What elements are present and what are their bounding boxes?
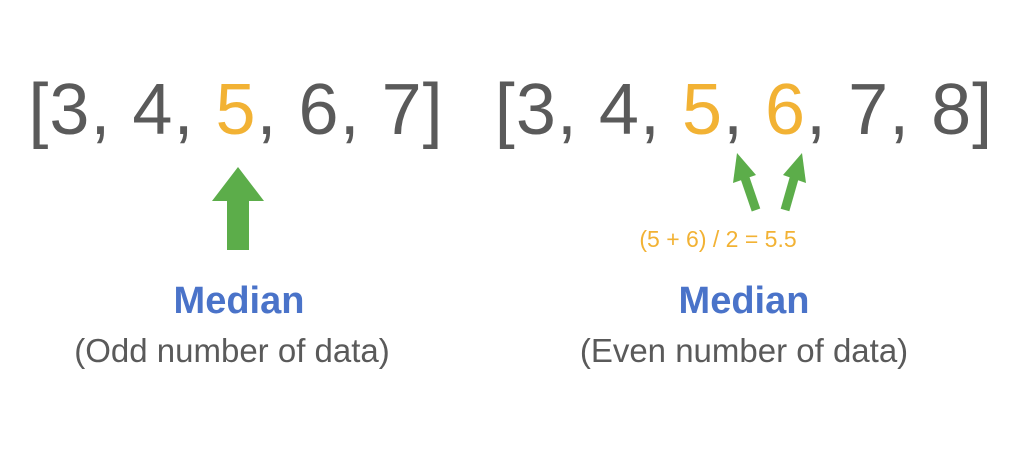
array-separator: ,	[639, 70, 682, 150]
array-separator: ,	[173, 70, 216, 150]
odd-example-panel: [3, 4, 5, 6, 7] Median (Odd number of da…	[0, 0, 480, 457]
even-arrow-layer	[733, 153, 806, 212]
array-value: 6	[298, 70, 340, 150]
odd-sublabel: (Odd number of data)	[74, 332, 390, 369]
array-separator: ,	[556, 70, 599, 150]
even-array-items: 3, 4, 5, 6, 7, 8	[516, 70, 972, 150]
left-median-arrow-icon	[733, 153, 761, 212]
array-value: 3	[49, 70, 91, 150]
median-label: Median	[173, 280, 305, 322]
array-value: 7	[381, 70, 423, 150]
even-array: [3, 4, 5, 6, 7, 8]	[472, 62, 1016, 158]
odd-arrow-layer	[212, 167, 264, 250]
median-label: Median	[678, 280, 810, 322]
array-separator: ,	[256, 70, 299, 150]
close-bracket: ]	[972, 70, 994, 150]
right-median-arrow-icon	[780, 153, 806, 212]
median-formula: (5 + 6) / 2 = 5.5	[639, 226, 797, 252]
odd-array-items: 3, 4, 5, 6, 7	[49, 70, 422, 150]
median-value: 5	[681, 70, 723, 150]
array-separator: ,	[806, 70, 849, 150]
array-separator: ,	[90, 70, 133, 150]
median-value: 6	[765, 70, 807, 150]
open-bracket: [	[28, 70, 50, 150]
close-bracket: ]	[422, 70, 444, 150]
array-value: 4	[132, 70, 174, 150]
array-value: 4	[598, 70, 640, 150]
array-value: 7	[848, 70, 890, 150]
odd-array: [3, 4, 5, 6, 7]	[0, 62, 476, 158]
even-example-panel: [3, 4, 5, 6, 7, 8] (5 + 6) / 2 = 5.5 Med…	[480, 0, 1024, 457]
median-arrow-icon	[212, 167, 264, 250]
array-separator: ,	[722, 70, 765, 150]
array-value: 8	[931, 70, 973, 150]
array-separator: ,	[889, 70, 932, 150]
median-value: 5	[215, 70, 257, 150]
array-separator: ,	[339, 70, 382, 150]
even-sublabel: (Even number of data)	[579, 332, 909, 369]
open-bracket: [	[494, 70, 516, 150]
array-value: 3	[515, 70, 557, 150]
